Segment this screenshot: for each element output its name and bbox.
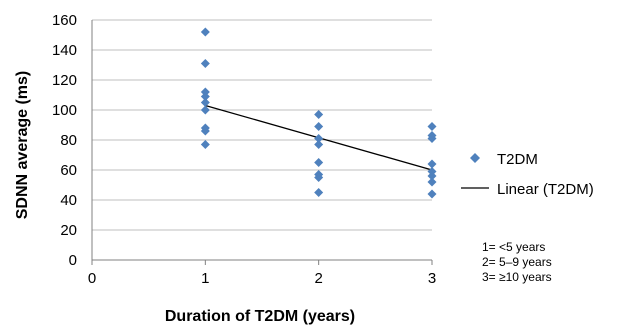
note-line-2: 2= 5–9 years <box>482 255 552 269</box>
x-tick-label: 0 <box>88 270 96 287</box>
duration-key-note: 1= <5 years 2= 5–9 years 3= ≥10 years <box>482 240 552 285</box>
x-tick-label: 1 <box>201 270 209 287</box>
note-line-1: 1= <5 years <box>482 240 546 254</box>
y-tick-label: 160 <box>52 12 77 29</box>
note-line-3: 3= ≥10 years <box>482 270 552 284</box>
axes <box>91 20 432 261</box>
x-tick-label: 3 <box>428 270 436 287</box>
data-point <box>314 173 324 182</box>
data-point <box>200 27 210 37</box>
data-point <box>200 105 210 115</box>
y-tick-label: 140 <box>52 42 77 59</box>
data-point <box>427 189 437 199</box>
legend-label-linear: Linear (T2DM) <box>497 181 594 198</box>
data-point <box>314 140 324 149</box>
legend: T2DM Linear (T2DM) <box>461 151 594 198</box>
x-tick-label: 2 <box>314 270 322 287</box>
gridlines <box>92 19 432 231</box>
y-tick-label: 60 <box>60 162 77 179</box>
y-tick-label: 40 <box>60 192 77 209</box>
data-point <box>200 92 210 101</box>
legend-marker-t2dm <box>470 153 480 163</box>
data-points <box>200 27 437 199</box>
data-point <box>427 134 437 143</box>
y-tick-label: 100 <box>52 102 77 119</box>
y-tick-label: 20 <box>60 222 77 239</box>
y-tick-labels: 0 20 40 60 80 100 120 140 160 <box>52 12 77 269</box>
data-point <box>314 110 324 119</box>
y-tick-label: 80 <box>60 132 77 149</box>
data-point <box>200 59 210 68</box>
data-point <box>314 188 324 197</box>
data-point <box>314 158 324 167</box>
legend-label-t2dm: T2DM <box>497 151 538 168</box>
data-point <box>200 140 210 149</box>
data-point <box>314 122 324 131</box>
y-axis-title: SDNN average (ms) <box>14 71 31 220</box>
data-point <box>427 122 437 131</box>
data-point <box>200 126 210 136</box>
data-point <box>200 98 210 107</box>
data-point <box>427 177 437 187</box>
data-point <box>314 134 324 143</box>
x-tick-labels: 0 1 2 3 <box>88 260 436 287</box>
y-tick-label: 0 <box>69 252 77 269</box>
data-point <box>427 171 437 181</box>
data-point <box>427 159 437 169</box>
x-axis-title: Duration of T2DM (years) <box>165 308 355 325</box>
y-tick-label: 120 <box>52 72 77 89</box>
